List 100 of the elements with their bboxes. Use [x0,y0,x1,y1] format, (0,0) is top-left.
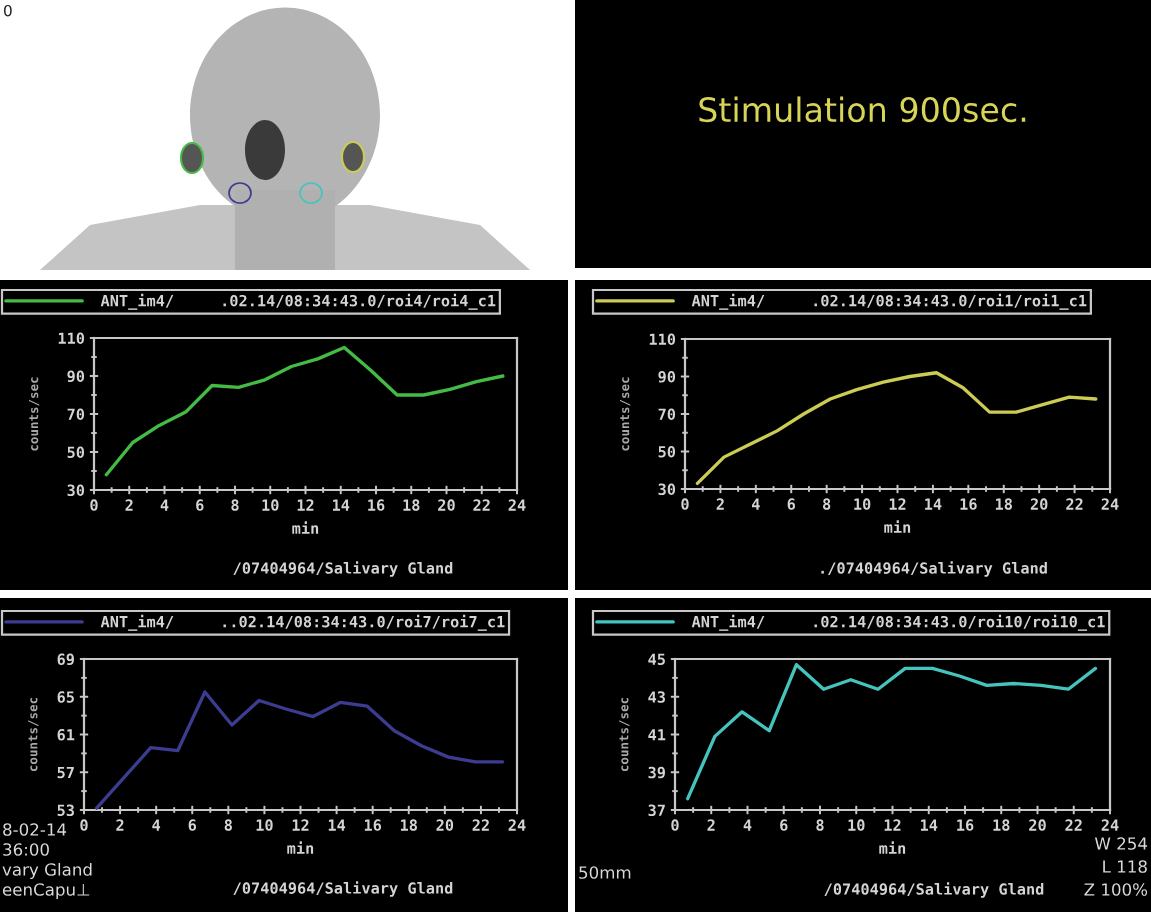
x-tick-label: 8 [231,499,239,511]
x-tick-label: 6 [196,499,204,511]
x-tick-label: 0 [671,819,679,831]
y-tick-label: 50 [658,445,676,458]
y-axis-title: counts/sec [619,697,630,772]
y-tick-label: 30 [658,483,676,496]
x-tick-label: 24 [1101,819,1119,831]
x-tick-label: 4 [743,819,752,831]
x-tick-label: 24 [1101,498,1119,510]
text: /07404964/Salivary Gland [824,882,1044,898]
x-tick-label: 6 [780,819,788,831]
x-tick-label: 16 [364,819,382,831]
x-tick-label: 12 [889,498,906,510]
y-tick-label: 43 [648,691,665,703]
x-tick-label: 10 [848,819,865,831]
x-tick-label: 4 [152,819,161,831]
x-tick-label: 14 [332,499,350,511]
x-tick-label: 6 [188,819,197,831]
text: Z 100% [1084,883,1148,896]
line-series [94,690,505,810]
line-series [104,345,505,477]
text: 8-02-14 [3,823,67,836]
legend-label: ANT_im4/ .02.14/08:34:43.0/roi1/roi1_c1 [691,293,1087,310]
text: 0 [4,4,12,17]
legend-label: ANT_im4/ .02.14/08:34:43.0/roi10/roi10_c1 [691,614,1105,631]
y-axis-title: counts/sec [28,697,39,772]
y-tick-label: 90 [658,370,676,383]
x-tick-label: 12 [884,819,901,831]
y-tick-label: 30 [67,484,85,497]
x-tick-label: 22 [1066,498,1083,510]
text: Stimulation 900sec. [699,96,1026,123]
y-tick-label: 65 [57,691,74,703]
x-tick-label: 20 [436,819,454,831]
text: ./07404964/Salivary Gland [821,561,1047,577]
y-tick-label: 37 [648,804,665,817]
line-series [686,662,1098,801]
x-tick-label: 4 [160,499,169,511]
x-tick-label: 16 [957,819,974,831]
x-tick-label: 22 [472,819,489,831]
x-tick-label: 18 [403,499,420,511]
x-tick-label: 16 [368,499,385,511]
x-axis-title: min [292,521,319,534]
y-tick-label: 50 [67,446,85,459]
y-tick-label: 39 [648,766,665,779]
x-axis-title: min [884,520,911,533]
text: 36:00 [3,843,49,856]
x-tick-label: 10 [256,819,273,831]
y-tick-label: 110 [649,333,676,346]
x-tick-label: 12 [292,819,309,831]
x-tick-label: 12 [297,499,314,511]
x-tick-label: 8 [224,819,232,831]
y-tick-label: 70 [658,408,676,421]
x-tick-label: 14 [920,819,938,831]
y-tick-label: 41 [648,729,666,741]
text: W 254 [1094,837,1148,850]
x-tick-label: 22 [1065,819,1082,831]
x-tick-label: 20 [438,499,455,511]
x-tick-label: 10 [854,498,871,510]
x-tick-label: 2 [707,819,715,831]
x-tick-label: 0 [681,498,689,510]
x-tick-label: 18 [993,819,1010,831]
x-tick-label: 8 [816,819,824,831]
x-tick-label: 16 [960,498,977,510]
y-tick-label: 69 [57,653,74,666]
y-axis-title: counts/sec [29,377,40,451]
x-axis-title: min [879,841,906,854]
x-tick-label: 24 [508,499,526,511]
x-tick-label: 22 [473,499,490,511]
text: 50mm [579,866,631,879]
x-tick-label: 14 [925,498,942,510]
text: vary Gland [2,862,92,880]
x-tick-label: 0 [90,499,98,511]
x-tick-label: 6 [787,498,796,510]
text: /07404964/Salivary Gland [233,561,453,577]
x-tick-label: 24 [508,819,526,831]
x-tick-label: 20 [1029,819,1046,831]
y-tick-label: 110 [58,332,85,345]
text: eenCapu⊥ [2,883,90,900]
y-tick-label: 90 [67,370,85,383]
legend-label: ANT_im4/ .02.14/08:34:43.0/roi4/roi4_c1 [100,293,496,310]
x-tick-label: 18 [400,819,417,831]
x-tick-label: 8 [823,498,831,510]
x-tick-label: 2 [125,499,133,511]
x-tick-label: 4 [752,498,760,510]
y-tick-label: 45 [648,653,665,666]
x-tick-label: 2 [116,819,124,831]
x-tick-label: 18 [995,498,1012,510]
x-tick-label: 20 [1030,498,1048,510]
y-tick-label: 57 [57,766,74,779]
x-tick-label: 10 [262,499,279,511]
y-tick-label: 70 [67,408,85,421]
x-axis-title: min [287,841,314,854]
x-tick-label: 2 [716,498,724,510]
x-tick-label: 14 [328,819,346,831]
text: /07404964/Salivary Gland [233,881,453,897]
y-tick-label: 53 [57,804,74,817]
line-series [695,371,1098,486]
legend-label: ANT_im4/ ..02.14/08:34:43.0/roi7/roi7_c1 [100,614,505,631]
text: L 118 [1103,860,1147,873]
y-axis-title: counts/sec [620,377,631,451]
